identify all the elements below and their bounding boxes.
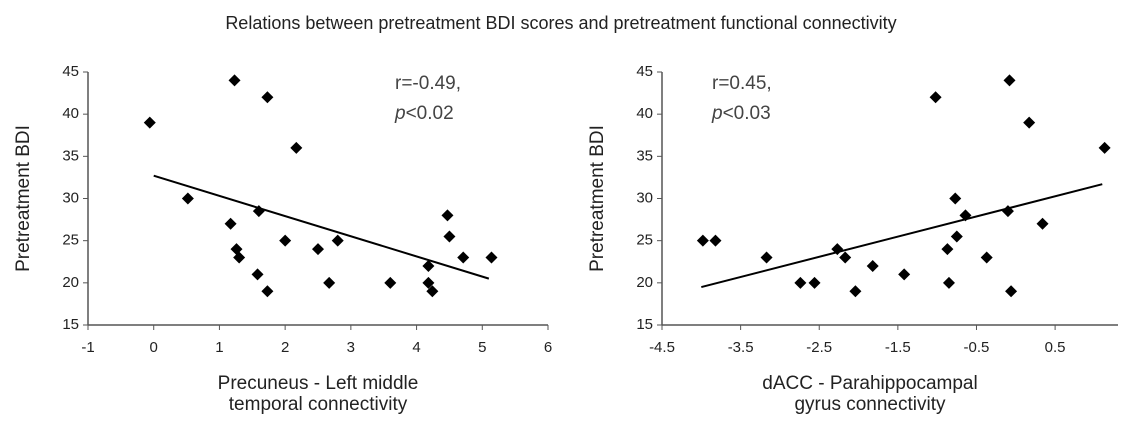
data-point bbox=[929, 91, 942, 104]
data-point bbox=[441, 209, 454, 222]
x-tick-label: 4 bbox=[412, 339, 420, 356]
y-tick-label: 15 bbox=[636, 316, 653, 333]
stat-value: <0.03 bbox=[723, 103, 771, 124]
data-point bbox=[261, 285, 274, 298]
data-point bbox=[949, 192, 962, 205]
y-axis-label: Pretreatment BDI bbox=[13, 125, 34, 272]
x-tick-label: 3 bbox=[347, 339, 355, 356]
y-tick-label: 40 bbox=[636, 105, 653, 122]
y-tick-label: 30 bbox=[636, 189, 653, 206]
x-tick-label: 2 bbox=[281, 339, 289, 356]
data-point bbox=[831, 243, 844, 256]
x-tick-label: 0 bbox=[150, 339, 158, 356]
y-tick-label: 25 bbox=[62, 232, 79, 249]
y-tick-label: 20 bbox=[636, 274, 653, 291]
x-tick-label: 0.5 bbox=[1045, 339, 1066, 356]
x-tick-label: -1.5 bbox=[885, 339, 911, 356]
data-point bbox=[331, 234, 344, 247]
data-point bbox=[224, 217, 237, 230]
trend-line bbox=[153, 174, 490, 280]
x-tick-label: -4.5 bbox=[649, 339, 675, 356]
y-tick-label: 35 bbox=[62, 147, 79, 164]
y-tick-label: 15 bbox=[62, 316, 79, 333]
x-tick-label: 1 bbox=[215, 339, 223, 356]
data-point bbox=[252, 205, 265, 218]
data-point bbox=[323, 276, 336, 289]
x-tick-label: 6 bbox=[544, 339, 552, 356]
y-tick-label: 35 bbox=[636, 147, 653, 164]
data-point bbox=[422, 276, 435, 289]
data-point bbox=[709, 234, 722, 247]
stat-symbol: p bbox=[394, 103, 406, 124]
data-point bbox=[950, 230, 963, 243]
data-point bbox=[1003, 74, 1016, 87]
data-point bbox=[1023, 116, 1036, 129]
x-axis-label: Precuneus - Left middle bbox=[218, 373, 419, 394]
data-point bbox=[279, 234, 292, 247]
data-point bbox=[251, 268, 264, 281]
y-tick-label: 45 bbox=[62, 63, 79, 80]
data-point bbox=[696, 234, 709, 247]
data-point bbox=[290, 141, 303, 154]
stat-symbol: p bbox=[711, 103, 723, 124]
data-point bbox=[1001, 205, 1014, 218]
data-point bbox=[228, 74, 241, 87]
data-point bbox=[233, 251, 246, 264]
x-tick-label: 5 bbox=[478, 339, 486, 356]
x-axis-label: gyrus connectivity bbox=[794, 394, 946, 415]
data-point bbox=[941, 243, 954, 256]
data-point bbox=[942, 276, 955, 289]
y-tick-label: 40 bbox=[62, 105, 79, 122]
stat-annotation: p<0.03 bbox=[711, 103, 771, 124]
stat-value: <0.02 bbox=[406, 103, 454, 124]
trend-line bbox=[701, 183, 1103, 289]
data-point bbox=[422, 259, 435, 272]
data-point bbox=[839, 251, 852, 264]
x-tick-label: -3.5 bbox=[728, 339, 754, 356]
data-point bbox=[1005, 285, 1018, 298]
data-point bbox=[866, 259, 879, 272]
data-point bbox=[485, 251, 498, 264]
data-point bbox=[261, 91, 274, 104]
data-point bbox=[384, 276, 397, 289]
data-point bbox=[794, 276, 807, 289]
data-point bbox=[1098, 141, 1111, 154]
x-axis-label: temporal connectivity bbox=[229, 394, 408, 415]
x-tick-label: -1 bbox=[81, 339, 94, 356]
y-tick-label: 30 bbox=[62, 189, 79, 206]
data-point bbox=[1036, 217, 1049, 230]
data-point bbox=[457, 251, 470, 264]
annotation: r=0.45, bbox=[712, 73, 772, 94]
figure-title: Relations between pretreatment BDI score… bbox=[225, 13, 896, 33]
data-point bbox=[760, 251, 773, 264]
data-point bbox=[426, 285, 439, 298]
data-point bbox=[898, 268, 911, 281]
y-tick-label: 25 bbox=[636, 232, 653, 249]
x-tick-label: -2.5 bbox=[806, 339, 832, 356]
data-point bbox=[181, 192, 194, 205]
data-point bbox=[312, 243, 324, 256]
data-point bbox=[443, 230, 456, 243]
y-tick-label: 45 bbox=[636, 63, 653, 80]
annotation: r=-0.49, bbox=[395, 73, 461, 94]
data-point bbox=[980, 251, 993, 264]
stat-annotation: p<0.02 bbox=[394, 103, 454, 124]
data-point bbox=[849, 285, 862, 298]
data-point bbox=[808, 276, 821, 289]
data-point bbox=[143, 116, 156, 129]
data-point bbox=[959, 209, 972, 222]
x-axis-label: dACC - Parahippocampal bbox=[762, 373, 977, 394]
y-tick-label: 20 bbox=[62, 274, 79, 291]
x-tick-label: -0.5 bbox=[964, 339, 990, 356]
y-axis-label: Pretreatment BDI bbox=[587, 125, 608, 272]
